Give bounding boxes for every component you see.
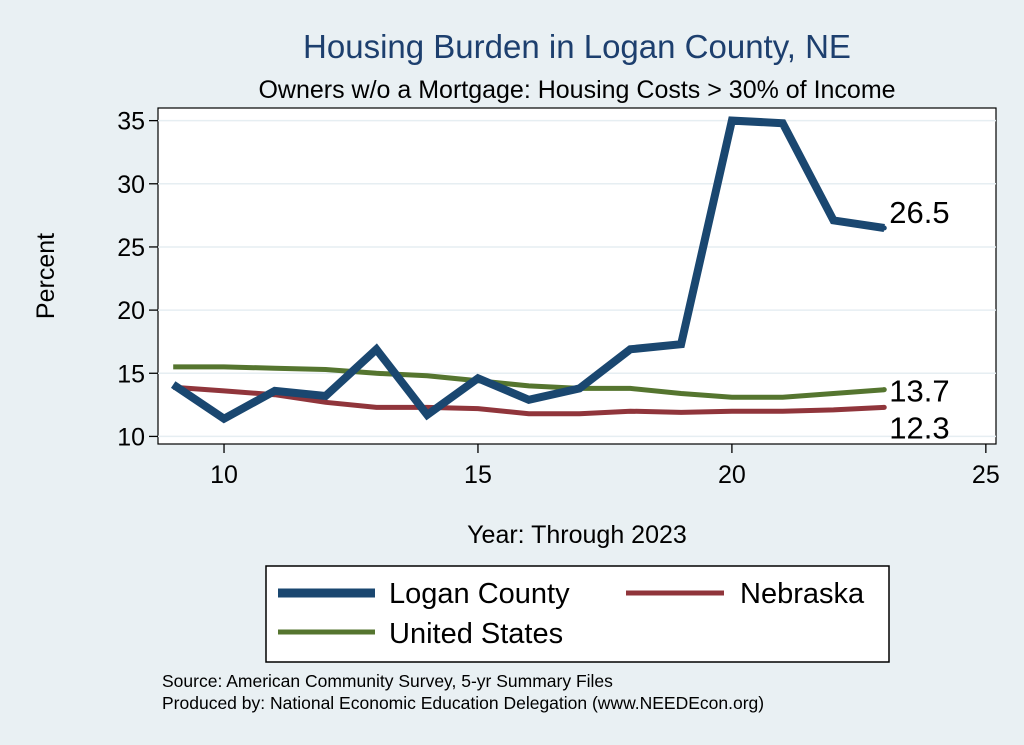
- grid-lines: [158, 119, 996, 438]
- legend: Logan County Nebraska United States: [265, 565, 890, 663]
- end-label-united-states: 13.7: [889, 374, 949, 409]
- series-end-point-nebraska: [881, 404, 887, 410]
- series-line-logan-county: [170, 116, 885, 424]
- y-tick-label-30: 30: [117, 171, 145, 199]
- y-tick-label-25: 25: [117, 234, 145, 262]
- end-label-nebraska: 12.3: [889, 410, 949, 445]
- series-end-point-united-states: [881, 387, 887, 393]
- legend-box: [265, 565, 890, 663]
- x-tick-label-20: 20: [718, 461, 746, 489]
- y-tick-label-35: 35: [117, 108, 145, 136]
- end-label-logan-county: 26.5: [889, 195, 949, 230]
- chart-title: Housing Burden in Logan County, NE: [303, 28, 851, 65]
- chart-subtitle: Owners w/o a Mortgage: Housing Costs > 3…: [258, 76, 895, 104]
- y-tick-label-15: 15: [117, 360, 145, 388]
- legend-label-nebraska: Nebraska: [740, 578, 865, 610]
- x-axis-label: Year: Through 2023: [467, 521, 687, 549]
- source-line-1: Source: American Community Survey, 5-yr …: [162, 671, 613, 691]
- x-tick-label-25: 25: [972, 461, 1000, 489]
- y-axis-label: Percent: [32, 233, 60, 319]
- end-labels: 26.5 12.313.7: [889, 195, 949, 445]
- y-tick-label-20: 20: [117, 297, 145, 325]
- y-tick-label-10: 10: [117, 423, 145, 451]
- legend-label-logan-county: Logan County: [389, 578, 570, 610]
- legend-label-united-states: United States: [389, 618, 563, 650]
- series-line-united-states: [173, 364, 885, 400]
- series-end-point-logan-county: [881, 225, 887, 231]
- series-line-nebraska: [173, 384, 885, 417]
- series-lines: [170, 116, 887, 424]
- source-line-2: Produced by: National Economic Education…: [162, 693, 764, 713]
- x-tick-label-10: 10: [210, 461, 238, 489]
- x-axis: 10 15 20 25: [210, 444, 1000, 489]
- x-tick-label-15: 15: [464, 461, 492, 489]
- y-axis: 10 15 20 25 30 35: [117, 108, 158, 451]
